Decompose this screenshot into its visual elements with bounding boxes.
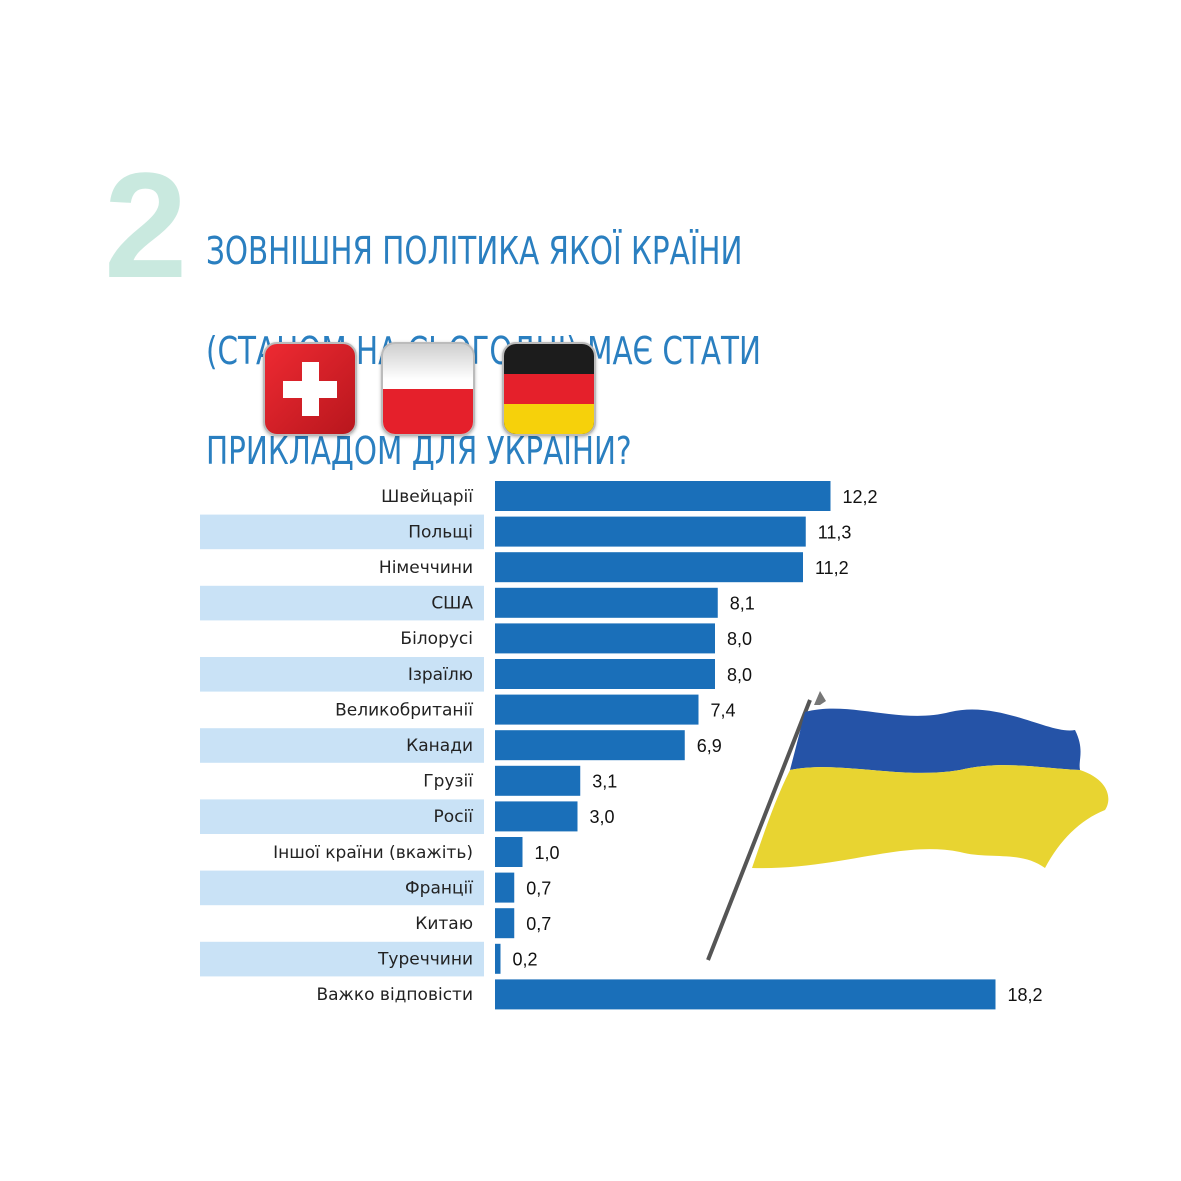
category-label: США — [431, 594, 473, 614]
value-label: 18,2 — [1008, 985, 1043, 1005]
bar — [495, 587, 718, 618]
category-label: Канади — [406, 736, 473, 756]
value-label: 0,2 — [513, 950, 538, 970]
value-label: 0,7 — [526, 914, 551, 934]
label-stripe — [200, 585, 484, 621]
bar — [495, 552, 803, 583]
value-label: 11,3 — [818, 522, 852, 542]
bar — [495, 765, 581, 796]
category-label: Грузії — [423, 772, 473, 792]
value-label: 12,2 — [843, 487, 878, 507]
label-stripe — [200, 941, 484, 977]
value-label: 8,0 — [727, 665, 752, 685]
bar — [495, 837, 523, 867]
label-stripe — [200, 728, 484, 763]
ukraine-flag-icon — [706, 691, 1109, 961]
category-label: Франції — [405, 878, 473, 898]
category-label: Швейцарії — [381, 487, 473, 507]
value-label: 6,9 — [697, 736, 722, 756]
poland-flag-icon — [381, 342, 475, 436]
value-label: 3,0 — [590, 807, 615, 827]
value-label: 7,4 — [711, 700, 736, 720]
bar — [495, 694, 699, 725]
label-stripe — [200, 657, 484, 692]
category-label: Важко відповісти — [316, 985, 473, 1005]
category-label: Росії — [434, 807, 474, 827]
bar — [495, 943, 501, 974]
label-stripe — [200, 514, 484, 550]
category-label: Німеччини — [379, 558, 473, 578]
bar — [495, 481, 831, 511]
bar — [495, 908, 515, 939]
bar — [495, 801, 578, 832]
bar — [495, 623, 715, 654]
title-line: ЗОВНІШНЯ ПОЛІТИКА ЯКОЇ КРАЇНИ — [206, 229, 743, 273]
question-number: 2 — [104, 141, 187, 309]
category-label: Іншої країни (вкажіть) — [273, 843, 473, 863]
bar — [495, 659, 715, 689]
category-label: Польщі — [408, 522, 473, 542]
bar — [495, 872, 515, 903]
category-label: Китаю — [415, 914, 473, 934]
category-label: Великобританії — [335, 700, 473, 720]
category-label: Ізраїлю — [408, 665, 473, 685]
bar — [495, 730, 685, 761]
value-label: 1,0 — [535, 843, 560, 863]
bar — [495, 516, 806, 547]
value-label: 3,1 — [592, 772, 617, 792]
value-label: 8,1 — [730, 594, 755, 614]
label-stripe — [200, 870, 484, 906]
value-label: 0,7 — [526, 878, 551, 898]
title-line: ПРИКЛАДОМ ДЛЯ УКРАЇНИ? — [206, 429, 632, 473]
value-label: 11,2 — [815, 558, 849, 578]
germany-flag-icon — [502, 342, 596, 436]
label-stripe — [200, 799, 484, 834]
switzerland-flag-icon — [263, 342, 357, 436]
category-label: Туреччини — [377, 950, 473, 970]
value-label: 8,0 — [727, 629, 752, 649]
bar — [495, 979, 996, 1010]
category-label: Білорусі — [400, 629, 473, 649]
